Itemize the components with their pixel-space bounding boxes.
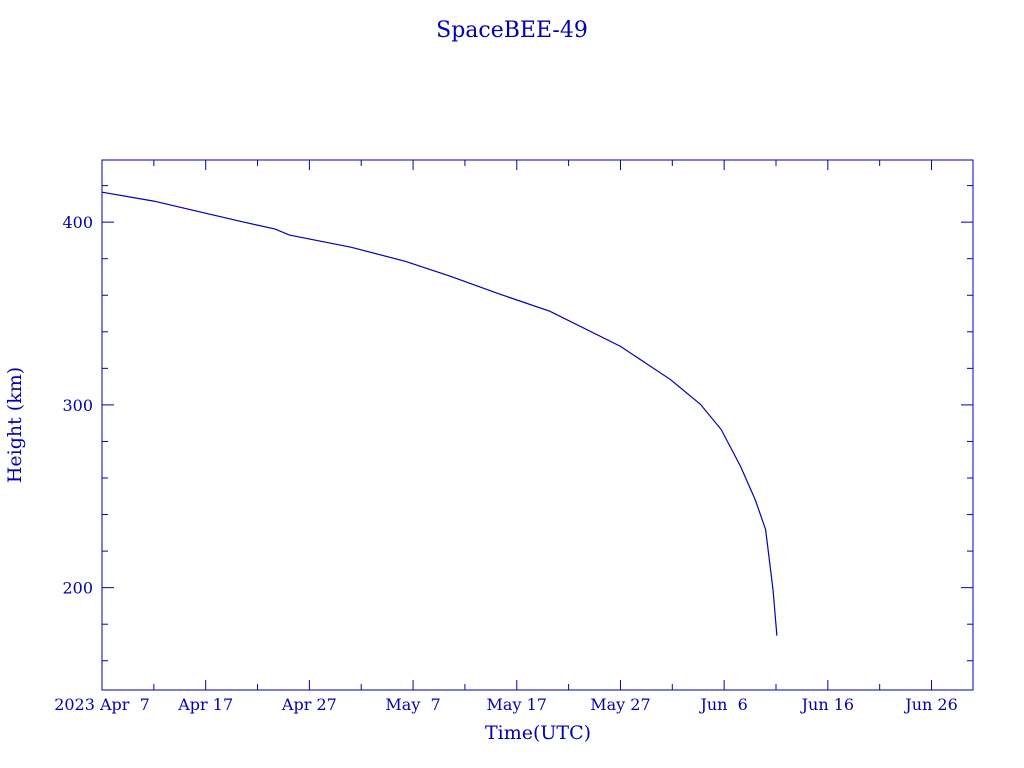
y-tick-label: 300 [62, 396, 93, 415]
y-axis-label: Height (km) [4, 367, 26, 483]
x-tick-label: May 17 [487, 695, 547, 714]
series-line [101, 191, 778, 636]
y-tick-label: 400 [62, 213, 93, 232]
x-tick-label: May 27 [590, 695, 650, 714]
plot-frame [101, 159, 974, 691]
x-tick-label: Jun 26 [903, 695, 957, 714]
x-tick-label: Apr 17 [177, 695, 233, 714]
x-axis-label: Time(UTC) [485, 722, 591, 744]
x-tick-label: 2023 Apr 7 [54, 695, 150, 714]
x-tick-label: Apr 27 [281, 695, 337, 714]
chart-title: SpaceBEE-49 [436, 18, 588, 43]
x-tick-label: May 7 [385, 695, 440, 714]
x-tick-label: Jun 16 [800, 695, 854, 714]
y-tick-label: 200 [62, 579, 93, 598]
x-tick-label: Jun 6 [698, 695, 747, 714]
